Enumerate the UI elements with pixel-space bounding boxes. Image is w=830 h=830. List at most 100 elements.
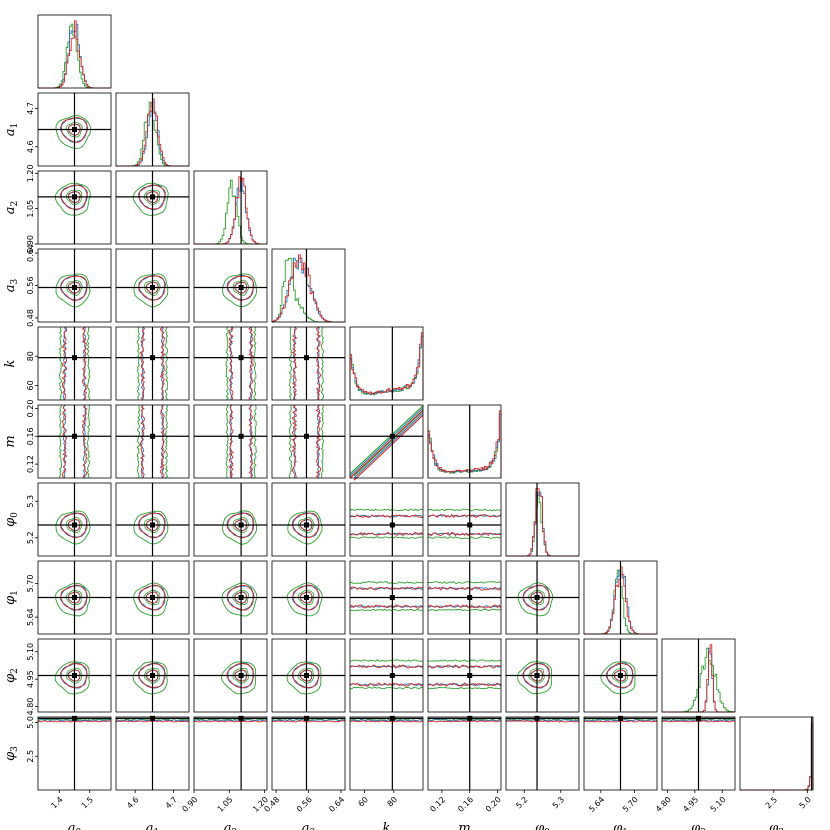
panel-frame-phi_0-phi_0: [505, 482, 580, 557]
contour-a_2-phi_2-series-2-outer: [226, 663, 254, 689]
panel-phi_2-phi_3: [661, 715, 736, 791]
ytick-label-a_1-1: 4.7: [26, 102, 35, 115]
yaxis-label-a_3: a3: [3, 278, 20, 292]
contour-a_3-phi_0-series-0-inner: [298, 517, 315, 534]
contour-a_0-phi_0-series-0-inner: [66, 517, 83, 534]
panel-k-phi_2: [349, 638, 424, 713]
truth-marker-k-phi_1: [389, 595, 395, 600]
ytick-label-phi_3-1: 5.0: [26, 716, 35, 729]
panel-frame-a_2-k: [193, 326, 268, 401]
panel-a_0-phi_0: [37, 482, 112, 557]
panel-m-phi_0: [427, 482, 502, 557]
panel-a_1-k: [115, 326, 190, 401]
truth-marker-a_1-m: [150, 433, 155, 439]
histogram-phi_3-series-2: [740, 722, 814, 791]
contour-a_0-phi_0-series-2-outer: [60, 512, 88, 539]
panel-a_2-phi_2: [193, 638, 268, 713]
contour-a_2-a_3-series-2-outer: [226, 275, 254, 301]
panel-a_1-phi_2: [115, 638, 190, 713]
truth-marker-a_3-phi_2: [303, 673, 309, 678]
xtick-label-a_3-1: 0.56: [295, 795, 314, 814]
contour-k-m-series-2-a: [349, 409, 424, 479]
contour-a_3-k-series-0-right: [320, 326, 324, 401]
panel-a_1-m: [115, 404, 190, 479]
panel-m-phi_3: [427, 715, 502, 791]
panel-a_3-phi_3: [271, 715, 346, 791]
panel-frame-a_1-phi_3: [115, 716, 190, 791]
histogram-m-series-2: [427, 410, 502, 478]
panel-a_2-a_3: [193, 248, 268, 323]
contour-a_1-phi_0-series-2-outer: [138, 512, 166, 539]
histogram-k-series-2: [349, 332, 424, 400]
xaxis-label-k: k: [383, 821, 391, 830]
truth-marker-m-phi_1: [467, 595, 473, 600]
panel-frame-phi_2-phi_2: [661, 638, 736, 713]
panel-frame-a_3-a_3: [271, 248, 346, 323]
contour-a_3-m-series-0-left: [288, 404, 293, 479]
panel-frame-k-phi_3: [349, 716, 424, 791]
panel-a_2-k: [193, 326, 268, 401]
truth-marker-a_2-m: [238, 433, 244, 439]
ytick-label-a_3-2: 0.64: [26, 244, 35, 262]
xaxis-label-a_0: a0: [68, 821, 82, 830]
truth-marker-a_1-phi_2: [150, 673, 155, 678]
contour-a_2-phi_0-series-2-outer: [226, 512, 255, 539]
panel-frame-m-phi_3: [427, 716, 502, 791]
contour-a_0-phi_2-series-0-inner: [65, 667, 83, 684]
yaxis-label-phi_0: φ0: [3, 512, 20, 527]
contour-phi_0-phi_2-series-0-inner: [528, 667, 545, 684]
contour-phi_0-phi_2-series-2-outer: [522, 662, 550, 688]
contour-a_2-k-series-0-left: [225, 326, 229, 401]
contour-a_1-m-series-2-right: [159, 404, 166, 479]
ytick-label-phi_0-1: 5.3: [26, 495, 35, 508]
contour-a_2-k-series-2-right: [248, 326, 255, 401]
yaxis-label-k: k: [3, 359, 18, 367]
panel-phi_0-phi_3: [505, 715, 580, 791]
contour-a_3-m-series-2-right: [315, 404, 322, 479]
contour-a_0-k-series-2-left: [61, 326, 68, 401]
contour-a_0-a_1-series-2-outer: [60, 117, 89, 143]
yaxis-label-sub-phi_1: 1: [10, 590, 20, 596]
panel-frame-m-m: [427, 404, 502, 479]
contour-a_1-a_3-series-2-outer: [138, 275, 166, 301]
contour-a_2-k-series-2-left: [228, 326, 234, 401]
truth-marker-a_2-phi_2: [238, 673, 244, 678]
truth-marker-a_0-phi_2: [72, 673, 77, 678]
xaxis-label-phi_2: φ2: [691, 821, 706, 830]
panel-frame-a_1-phi_0: [115, 482, 190, 557]
panel-frame-a_0-a_1: [37, 92, 112, 167]
histogram-a_3-series-1: [271, 257, 345, 323]
histogram-phi_0-series-2: [506, 488, 579, 557]
truth-marker-a_3-phi_1: [303, 595, 309, 600]
truth-marker-k-phi_2: [389, 673, 395, 678]
panel-frame-a_1-a_3: [115, 248, 190, 323]
contour-a_0-a_3-series-0-inner: [66, 279, 83, 296]
xtick-label-a_2-0: 0.90: [180, 795, 199, 814]
panel-k-phi_1: [349, 560, 424, 635]
truth-marker-phi_0-phi_1: [534, 595, 540, 600]
panel-phi_2-phi_2: [661, 638, 736, 713]
panel-frame-phi_1-phi_3: [583, 716, 658, 791]
truth-marker-a_0-m: [72, 433, 77, 439]
xaxis-label-phi_0: φ0: [535, 821, 550, 830]
contour-a_0-m-series-2-left: [61, 404, 68, 479]
panel-frame-a_0-a_0: [37, 14, 112, 89]
panel-m-phi_2: [427, 638, 502, 713]
panel-frame-a_3-phi_3: [271, 716, 346, 791]
panel-frame-phi_1-phi_2: [583, 638, 658, 713]
ytick-label-phi_2-1: 4.95: [26, 670, 35, 688]
contour-m-phi_0-series-2-upper: [427, 513, 502, 519]
ytick-label-m-2: 0.20: [26, 400, 35, 418]
panel-phi_1-phi_2: [583, 638, 658, 713]
yaxis-label-a_2: a2: [3, 201, 20, 215]
truth-marker-phi_1-phi_3: [618, 715, 623, 721]
panel-frame-a_0-phi_0: [37, 482, 112, 557]
panel-phi_1-phi_1: [583, 560, 658, 635]
contour-k-m-series-1-a: [349, 407, 424, 477]
xtick-label-k-0: 60: [356, 795, 370, 809]
xtick-label-phi_1-0: 5.64: [587, 795, 606, 814]
truth-marker-a_0-a_1: [72, 127, 77, 132]
contour-m-phi_3-series-2: [427, 720, 502, 723]
xtick-label-phi_0-0: 5.2: [514, 795, 529, 810]
truth-marker-a_3-phi_0: [303, 522, 309, 528]
